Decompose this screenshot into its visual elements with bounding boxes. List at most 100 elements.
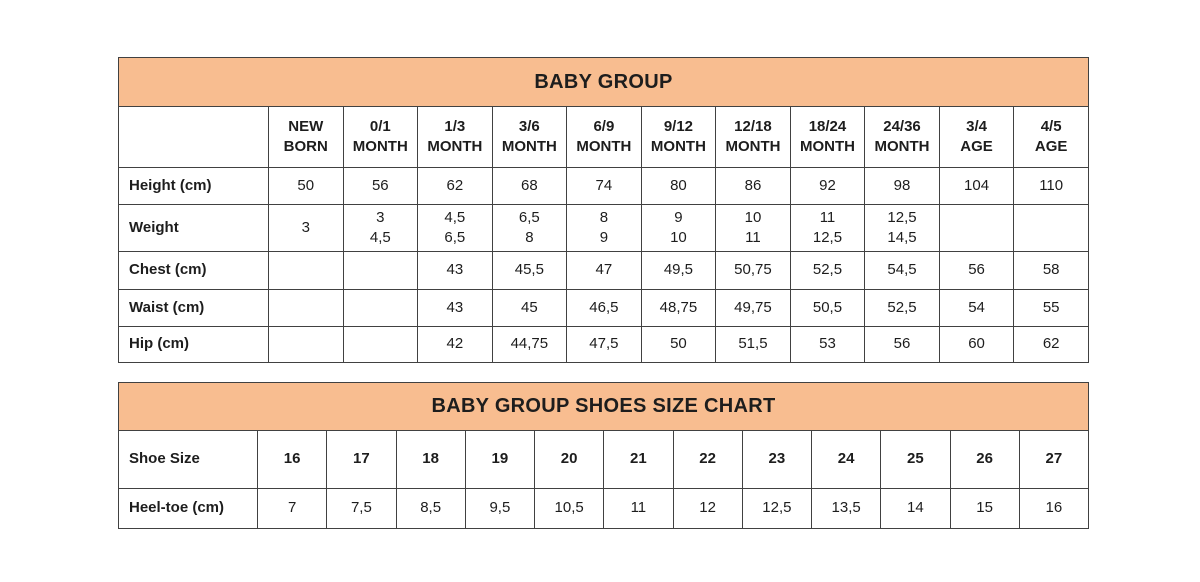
table-cell: 16 (256, 430, 328, 489)
column-header-9-12-month: 9/12 MONTH (640, 106, 717, 168)
table-cell: 17 (326, 430, 397, 489)
column-header-3-4-age: 3/4 AGE (938, 106, 1015, 168)
table-cell: 54,5 (864, 251, 940, 290)
table-cell: 9 10 (640, 204, 717, 252)
table-cell: 12 (672, 488, 743, 529)
table-cell (938, 204, 1015, 252)
table-cell: 18 (395, 430, 466, 489)
table-cell: 47 (566, 251, 642, 290)
table-cell: 50 (640, 326, 717, 363)
table-cell (268, 251, 344, 290)
row-label-shoe-size: Shoe Size (118, 430, 258, 489)
table-cell (342, 251, 419, 290)
row-label-heel-toe: Heel-toe (cm) (118, 488, 258, 529)
corner-empty-cell (118, 106, 269, 168)
table-cell: 51,5 (715, 326, 791, 363)
baby-group-table-title: BABY GROUP (118, 57, 1089, 107)
row-label-height: Height (cm) (118, 167, 269, 205)
table-cell: 15 (949, 488, 1020, 529)
table-row-heel-toe: Heel-toe (cm) 7 7,5 8,5 9,5 10,5 11 12 1… (118, 488, 1090, 529)
table-cell: 45 (491, 289, 568, 327)
table-cell: 10 11 (715, 204, 791, 252)
table-cell: 20 (533, 430, 605, 489)
row-label-hip: Hip (cm) (118, 326, 269, 363)
column-header-18-24-month: 18/24 MONTH (789, 106, 866, 168)
table-row-chest: Chest (cm) 43 45,5 47 49,5 50,75 52,5 54… (118, 251, 1089, 290)
table-cell: 53 (789, 326, 866, 363)
table-row-waist: Waist (cm) 43 45 46,5 48,75 49,75 50,5 5… (118, 289, 1089, 327)
table-cell: 42 (417, 326, 493, 363)
table-cell: 56 (864, 326, 940, 363)
table-cell: 52,5 (864, 289, 940, 327)
table-cell: 86 (715, 167, 791, 205)
table-cell: 98 (864, 167, 940, 205)
table-cell (342, 289, 419, 327)
column-header-6-9-month: 6/9 MONTH (566, 106, 642, 168)
table-cell: 104 (938, 167, 1015, 205)
table-cell: 110 (1013, 167, 1089, 205)
row-label-waist: Waist (cm) (118, 289, 269, 327)
table-cell: 56 (342, 167, 419, 205)
table-cell: 45,5 (491, 251, 568, 290)
table-cell: 49,75 (715, 289, 791, 327)
table-cell: 6,5 8 (491, 204, 568, 252)
table-cell: 56 (938, 251, 1015, 290)
table-cell: 60 (938, 326, 1015, 363)
table-cell: 9,5 (464, 488, 536, 529)
table-cell: 68 (491, 167, 568, 205)
column-header-12-18-month: 12/18 MONTH (715, 106, 791, 168)
table-cell: 43 (417, 289, 493, 327)
column-header-newborn: NEW BORN (268, 106, 344, 168)
baby-group-header-row: NEW BORN 0/1 MONTH 1/3 MONTH 3/6 MONTH 6… (118, 106, 1089, 168)
column-header-1-3-month: 1/3 MONTH (417, 106, 493, 168)
table-cell: 3 (268, 204, 344, 252)
row-label-chest: Chest (cm) (118, 251, 269, 290)
table-cell (268, 326, 344, 363)
shoes-table-title: BABY GROUP SHOES SIZE CHART (118, 382, 1089, 431)
table-cell: 12,5 14,5 (864, 204, 940, 252)
column-header-3-6-month: 3/6 MONTH (491, 106, 568, 168)
table-row-shoe-size: Shoe Size 16 17 18 19 20 21 22 23 24 25 … (118, 430, 1090, 489)
table-cell (1013, 204, 1089, 252)
table-cell: 16 (1018, 488, 1090, 529)
table-cell: 27 (1018, 430, 1090, 489)
table-cell: 43 (417, 251, 493, 290)
table-cell: 8 9 (566, 204, 642, 252)
row-label-weight: Weight (118, 204, 269, 252)
table-row-weight: Weight 3 3 4,5 4,5 6,5 6,5 8 8 9 9 10 10… (118, 204, 1089, 252)
table-cell: 50,75 (715, 251, 791, 290)
table-cell: 11 (603, 488, 674, 529)
table-cell: 50,5 (789, 289, 866, 327)
column-header-0-1-month: 0/1 MONTH (342, 106, 419, 168)
table-cell: 49,5 (640, 251, 717, 290)
table-cell: 52,5 (789, 251, 866, 290)
table-cell (342, 326, 419, 363)
table-cell: 26 (949, 430, 1020, 489)
column-header-24-36-month: 24/36 MONTH (864, 106, 940, 168)
table-cell: 62 (1013, 326, 1089, 363)
table-cell: 46,5 (566, 289, 642, 327)
table-cell: 22 (672, 430, 743, 489)
table-cell: 58 (1013, 251, 1089, 290)
table-cell: 80 (640, 167, 717, 205)
table-cell: 8,5 (395, 488, 466, 529)
baby-group-shoes-table: BABY GROUP SHOES SIZE CHART Shoe Size 16… (118, 382, 1090, 529)
table-cell (268, 289, 344, 327)
size-chart-sheet: BABY GROUP NEW BORN 0/1 MONTH 1/3 MONTH … (118, 57, 1090, 529)
table-cell: 10,5 (533, 488, 605, 529)
table-cell: 44,75 (491, 326, 568, 363)
table-cell: 62 (417, 167, 493, 205)
table-cell: 23 (741, 430, 813, 489)
table-cell: 74 (566, 167, 642, 205)
table-cell: 7 (256, 488, 328, 529)
table-cell: 7,5 (326, 488, 397, 529)
table-cell: 92 (789, 167, 866, 205)
table-cell: 25 (880, 430, 951, 489)
table-cell: 14 (880, 488, 951, 529)
table-cell: 4,5 6,5 (417, 204, 493, 252)
table-cell: 11 12,5 (789, 204, 866, 252)
table-cell: 54 (938, 289, 1015, 327)
table-row-height: Height (cm) 50 56 62 68 74 80 86 92 98 1… (118, 167, 1089, 205)
baby-group-table: BABY GROUP NEW BORN 0/1 MONTH 1/3 MONTH … (118, 57, 1089, 363)
table-row-hip: Hip (cm) 42 44,75 47,5 50 51,5 53 56 60 … (118, 326, 1089, 363)
